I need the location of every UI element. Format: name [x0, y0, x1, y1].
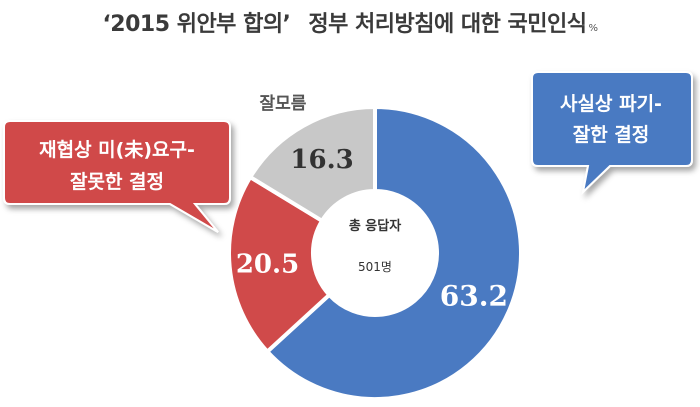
callout-positive-line2: 잘한 결정 [573, 124, 650, 146]
slice-label-negative: 20.5 [236, 250, 299, 280]
center-label-count: 501명 [358, 260, 392, 274]
slice-positive [264, 104, 523, 401]
callout-positive [531, 71, 693, 195]
slice-unknown [247, 104, 377, 224]
callout-negative [3, 120, 231, 233]
callout-negative-line1: 재협상 미(未)요구- [39, 138, 195, 161]
slice-label-positive: 63.2 [440, 280, 508, 313]
chart-title-quoted: ‘2015 위안부 합의’ [102, 12, 291, 37]
legend-label-unknown: 잘모름 [260, 93, 307, 114]
center-label-total: 총 응답자 [349, 218, 401, 234]
callout-positive-line1: 사실상 파기- [560, 93, 662, 115]
callout-positive-bubble [531, 71, 693, 195]
slice-negative [227, 174, 333, 355]
callout-negative-bubble [3, 120, 231, 233]
callout-negative-line2: 잘못한 결정 [70, 171, 164, 193]
chart-title: ‘2015 위안부 합의’ 정부 처리방침에 대한 국민인식% [0, 6, 700, 38]
chart-title-main: 정부 처리방침에 대한 국민인식 [308, 12, 587, 37]
chart-unit: % [588, 23, 599, 34]
slice-label-unknown: 16.3 [290, 145, 353, 175]
